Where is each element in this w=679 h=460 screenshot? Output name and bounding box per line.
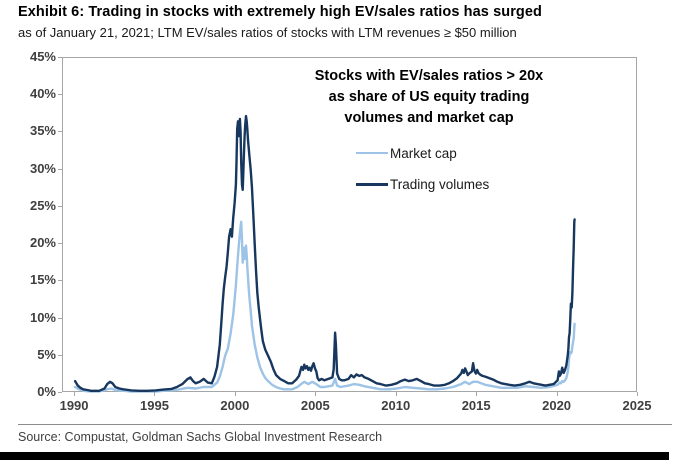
y-axis-label-45: 45% <box>29 49 56 64</box>
x-axis-label-2015: 2015 <box>461 398 491 413</box>
series-trading-volumes <box>73 114 576 392</box>
y-axis-label-5: 5% <box>37 346 56 362</box>
y-axis-tick <box>58 243 62 245</box>
y-axis-tick <box>58 94 62 96</box>
y-axis-label-25: 25% <box>29 197 56 213</box>
y-axis-tick <box>58 317 62 319</box>
y-axis-tick <box>58 168 62 170</box>
x-axis-label-2010: 2010 <box>381 398 411 413</box>
legend-label-market-cap: Market cap <box>390 145 457 161</box>
exhibit-subtitle: as of January 21, 2021; LTM EV/sales rat… <box>18 25 517 40</box>
y-axis-tick <box>58 205 62 207</box>
legend-item-market-cap: Market cap <box>356 144 489 162</box>
x-axis-label-2025: 2025 <box>622 398 652 413</box>
y-axis-label-15: 15% <box>29 272 56 288</box>
annotation-line-3: volumes and market cap <box>344 110 514 126</box>
series-market-cap <box>73 220 576 393</box>
bottom-border-bar <box>0 452 669 460</box>
trading-volumes-line-swatch <box>356 182 388 186</box>
y-axis-tick <box>58 131 62 133</box>
y-axis-label-10: 10% <box>29 309 56 325</box>
y-axis-label-30: 30% <box>29 160 56 176</box>
x-axis-label-1995: 1995 <box>140 398 169 413</box>
y-axis-label-0: 0% <box>37 384 56 399</box>
annotation-line-2: as share of US equity trading <box>328 89 530 105</box>
chart-plot-area <box>62 57 637 393</box>
x-axis-label-1990: 1990 <box>59 398 89 413</box>
chart-legend: Market cap Trading volumes <box>356 144 489 206</box>
x-axis-tick <box>74 392 76 396</box>
market-cap-line-swatch <box>356 152 388 154</box>
x-axis-tick <box>395 392 397 396</box>
x-axis-tick <box>637 392 638 396</box>
x-axis-tick <box>154 392 156 396</box>
annotation-line-1: Stocks with EV/sales ratios > 20x <box>314 68 544 84</box>
x-axis-tick <box>315 392 317 396</box>
y-axis-tick <box>58 57 62 58</box>
legend-label-trading-volumes: Trading volumes <box>390 176 490 192</box>
source-note: Source: Compustat, Goldman Sachs Global … <box>18 430 383 444</box>
exhibit-title: Exhibit 6: Trading in stocks with extrem… <box>18 4 543 20</box>
footer-divider <box>18 424 672 425</box>
y-axis-label-20: 20% <box>29 235 56 251</box>
y-axis-label-35: 35% <box>29 123 56 139</box>
x-axis-tick <box>556 392 558 396</box>
line-chart <box>73 114 576 393</box>
x-axis-tick <box>234 392 236 396</box>
x-axis-label-2020: 2020 <box>542 398 572 413</box>
y-axis-tick <box>58 392 62 393</box>
x-axis-label-2005: 2005 <box>300 398 330 413</box>
y-axis-tick <box>58 280 62 282</box>
y-axis-tick <box>58 354 62 356</box>
y-axis-label-40: 40% <box>29 86 56 102</box>
chart-annotation: Stocks with EV/sales ratios > 20x as sha… <box>279 66 579 129</box>
legend-item-trading-volumes: Trading volumes <box>356 175 489 193</box>
x-axis-tick <box>476 392 478 396</box>
x-axis-label-2000: 2000 <box>220 398 250 413</box>
